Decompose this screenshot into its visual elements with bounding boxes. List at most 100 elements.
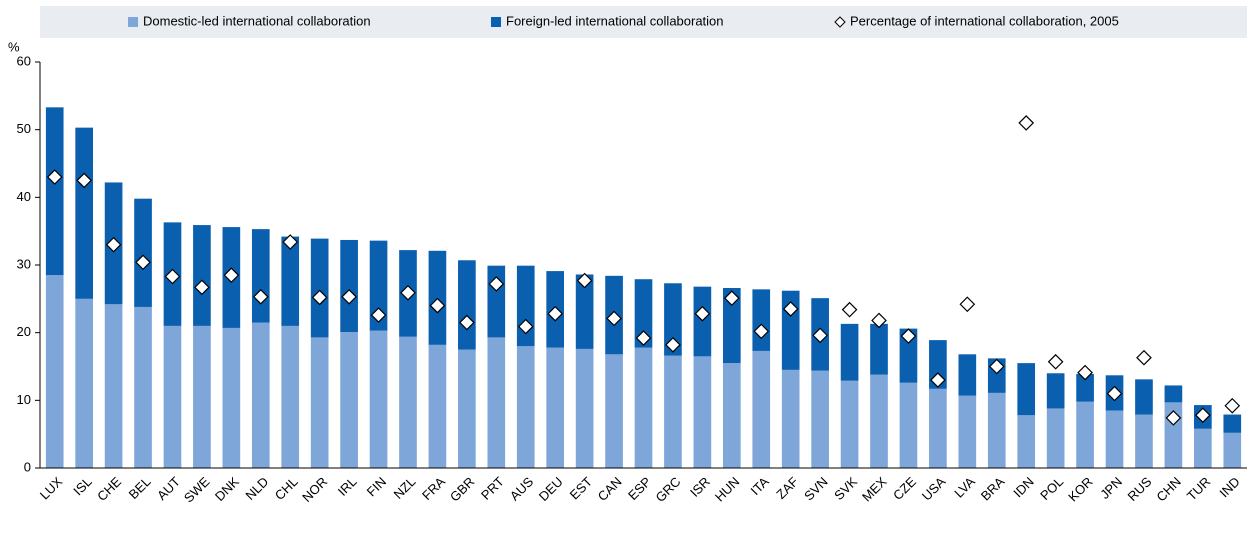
diamond-marker [311, 289, 328, 306]
bar-segment [752, 289, 771, 351]
bar-segment [1223, 414, 1242, 433]
diamond-marker [1136, 349, 1152, 366]
diamond-marker [459, 314, 475, 331]
diamond-marker [723, 290, 740, 307]
x-tick-label: TUR [1184, 474, 1213, 503]
diamond-marker [1018, 115, 1035, 131]
x-tick-label: PRT [478, 474, 507, 503]
bar-segment [546, 347, 565, 468]
x-tick-label: CHN [1153, 474, 1184, 505]
bar-segment [45, 275, 64, 468]
y-tick-label: 0 [24, 459, 31, 474]
diamond-marker [576, 272, 593, 289]
x-tick-label: CHE [94, 474, 124, 504]
bar-segment [987, 392, 1006, 468]
diamond-marker [282, 234, 299, 250]
x-tick-label: SWE [181, 474, 213, 506]
x-tick-label: SVK [831, 474, 860, 503]
x-tick-label: AUS [507, 474, 537, 504]
bar-segment [1046, 408, 1065, 468]
x-tick-label: SVN [801, 474, 831, 504]
bar-segment [722, 288, 741, 364]
bar-segment [369, 240, 388, 331]
x-tick-label: BRA [978, 474, 1008, 504]
x-tick-label: LVA [951, 474, 978, 501]
bar-segment [1164, 385, 1183, 403]
x-tick-label: ISR [687, 474, 713, 500]
bar-segment [870, 323, 888, 375]
bar-segment [134, 306, 152, 468]
bar-segment [193, 325, 211, 468]
bar-segment [634, 347, 653, 468]
bar-segment [958, 395, 977, 468]
diamond-marker [46, 169, 63, 185]
bar-segment [340, 239, 358, 332]
bar-segment [664, 355, 682, 468]
diamond-marker [812, 327, 828, 344]
legend-swatch [128, 17, 138, 27]
bar-segment [45, 107, 64, 276]
x-tick-label: MEX [859, 474, 890, 505]
diamond-marker [635, 330, 652, 346]
x-tick-label: NLD [242, 474, 271, 503]
x-tick-label: DNK [212, 474, 242, 504]
x-tick-label: AUT [154, 474, 183, 503]
bar-segment [193, 225, 211, 326]
x-tick-label: ISL [70, 474, 94, 498]
bar-segment [1076, 373, 1094, 402]
diamond-marker [517, 318, 534, 335]
x-tick-label: DEU [536, 474, 566, 504]
diamond-marker [782, 301, 799, 317]
diamond-marker [753, 323, 770, 340]
x-tick-label: BEL [126, 474, 154, 502]
bar-segment [428, 344, 447, 468]
bar-segment [664, 283, 682, 356]
diamond-marker [252, 288, 269, 305]
bar-segment [840, 380, 859, 468]
x-tick-label: CAN [595, 474, 625, 504]
diamond-marker [76, 172, 93, 189]
x-tick-label: CZE [890, 474, 919, 503]
x-tick-label: NZL [391, 474, 419, 502]
bar-segment [281, 236, 300, 326]
bar-segment [1105, 410, 1124, 468]
bar-segment [781, 369, 800, 468]
diamond-marker [665, 336, 681, 353]
y-tick-label: 10 [17, 392, 31, 407]
bar-segment [752, 350, 771, 468]
x-tick-label: EST [567, 474, 596, 503]
bar-segment [899, 382, 918, 468]
diamond-marker [488, 276, 505, 292]
diamond-marker [1194, 407, 1211, 424]
bar-segment [75, 127, 93, 299]
diamond-marker [341, 288, 357, 305]
bar-segment [575, 274, 594, 349]
legend-background [40, 6, 1247, 38]
bar-segment [870, 374, 888, 468]
diamond-marker [959, 296, 976, 313]
bar-segment [1135, 414, 1153, 468]
legend-label: Domestic-led international collaboration [143, 13, 371, 28]
diamond-marker [105, 236, 122, 253]
x-tick-label: KOR [1065, 474, 1096, 505]
diamond-marker [223, 267, 240, 283]
bar-segment [458, 260, 476, 350]
diamond-marker [1106, 385, 1123, 402]
bar-segment [722, 363, 741, 468]
bar-segment [369, 330, 388, 468]
diamond-marker [606, 310, 622, 327]
bar-segment [458, 349, 476, 468]
x-tick-label: POL [1037, 474, 1066, 503]
diamond-marker [547, 305, 564, 322]
bar-segment [840, 323, 859, 381]
bar-segment [487, 337, 506, 468]
bar-segment [1017, 363, 1036, 416]
x-tick-label: ZAF [773, 474, 801, 502]
bar-segment [899, 328, 918, 383]
diamond-marker [841, 301, 858, 318]
bar-segment [1046, 373, 1065, 409]
y-tick-label: 30 [17, 256, 31, 271]
bar-segment [1223, 432, 1242, 468]
x-tick-label: FRA [419, 474, 448, 503]
diamond-marker [930, 372, 946, 388]
